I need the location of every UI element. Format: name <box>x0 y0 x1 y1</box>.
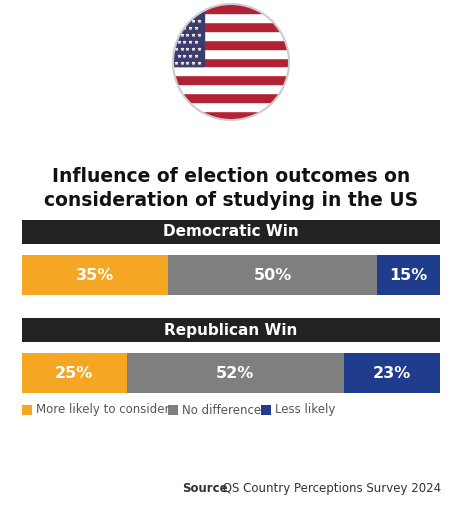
Bar <box>173 102 289 111</box>
FancyBboxPatch shape <box>168 255 377 295</box>
FancyBboxPatch shape <box>344 353 440 393</box>
Bar <box>173 22 289 31</box>
Text: 50%: 50% <box>254 267 292 282</box>
Text: Democratic Win: Democratic Win <box>163 224 299 239</box>
Bar <box>173 93 289 102</box>
Bar <box>173 31 289 40</box>
Text: 23%: 23% <box>373 366 411 381</box>
Bar <box>173 75 289 84</box>
FancyBboxPatch shape <box>22 353 127 393</box>
FancyBboxPatch shape <box>127 353 344 393</box>
FancyBboxPatch shape <box>22 255 168 295</box>
Text: 25%: 25% <box>55 366 93 381</box>
Bar <box>173 67 289 75</box>
Bar <box>173 4 289 13</box>
Text: No difference: No difference <box>182 403 261 417</box>
Text: 52%: 52% <box>216 366 254 381</box>
FancyBboxPatch shape <box>377 255 440 295</box>
FancyBboxPatch shape <box>22 220 440 244</box>
Text: Influence of election outcomes on
consideration of studying in the US: Influence of election outcomes on consid… <box>44 167 418 209</box>
Text: : QS Country Perceptions Survey 2024: : QS Country Perceptions Survey 2024 <box>215 482 441 495</box>
Text: Less likely: Less likely <box>275 403 335 417</box>
FancyBboxPatch shape <box>168 405 177 415</box>
Bar <box>173 40 289 49</box>
Bar <box>173 111 289 120</box>
Bar <box>173 13 289 22</box>
Bar <box>173 4 204 67</box>
Bar <box>173 84 289 93</box>
Text: 15%: 15% <box>389 267 428 282</box>
Bar <box>173 49 289 57</box>
Text: 35%: 35% <box>76 267 114 282</box>
Text: Republican Win: Republican Win <box>164 323 298 338</box>
Text: Source: Source <box>182 482 228 495</box>
FancyBboxPatch shape <box>22 405 32 415</box>
Text: More likely to consider: More likely to consider <box>36 403 170 417</box>
FancyBboxPatch shape <box>22 318 440 342</box>
FancyBboxPatch shape <box>261 405 271 415</box>
Bar <box>173 57 289 67</box>
